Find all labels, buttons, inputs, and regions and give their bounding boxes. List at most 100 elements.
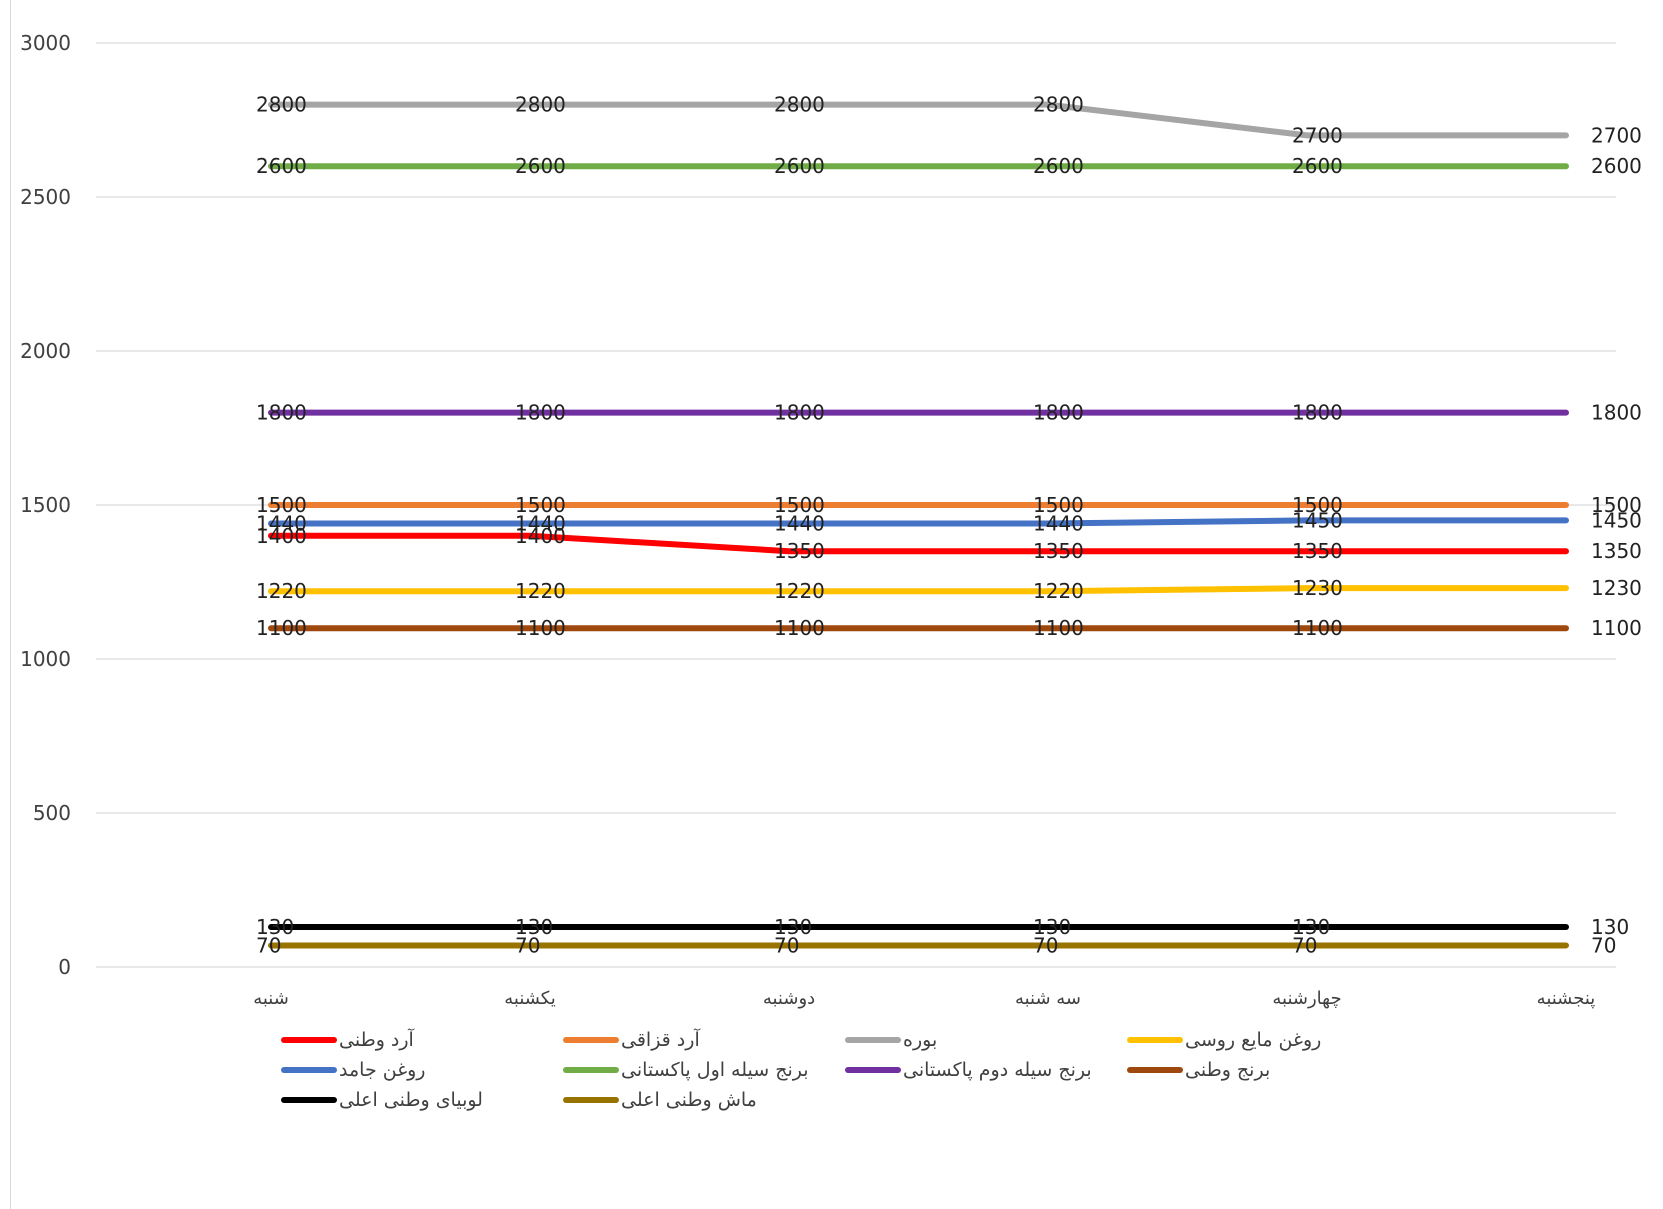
series-line-2 [268,101,1569,139]
data-label: 1100 [1292,616,1343,640]
data-label: 1500 [515,493,566,517]
y-tick-label: 3000 [20,31,71,55]
data-label: 2600 [774,154,825,178]
data-label: 130 [515,915,553,939]
legend-label: ماش وطنی اعلی [621,1089,757,1111]
data-label: 1800 [774,401,825,425]
data-label: 1440 [774,511,825,535]
data-label: 130 [1591,915,1629,939]
data-label: 70 [1292,933,1317,957]
data-label: 1350 [1033,539,1084,563]
data-label: 2800 [774,93,825,117]
data-label: 1350 [1591,539,1642,563]
y-tick-label: 1500 [20,493,71,517]
data-label: 130 [1292,915,1330,939]
x-tick-label: شنبه [253,988,289,1009]
data-label: 1100 [256,616,307,640]
legend-label: برنج سیله اول پاکستانی [621,1059,809,1081]
legend-item: ماش وطنی اعلی [563,1088,845,1112]
y-tick-label: 1000 [20,647,71,671]
data-label: 1450 [1292,508,1343,532]
legend-swatch [563,1067,619,1073]
data-label: 1100 [515,616,566,640]
data-label: 70 [256,933,281,957]
series-line-4 [268,517,1569,527]
data-label: 1800 [515,401,566,425]
legend-swatch [281,1097,337,1103]
data-label: 2800 [1033,93,1084,117]
data-label: 1100 [774,616,825,640]
data-label: 1800 [1591,401,1642,425]
data-label: 1100 [1591,616,1642,640]
data-label: 1440 [1033,511,1084,535]
data-label: 1500 [1292,493,1343,517]
x-tick-label: پنجشنبه [1537,988,1596,1009]
data-labels: 1400 1400 1350 1350 1350 1350 1500 1500 1500 1500… [256,93,1642,958]
y-tick-label: 500 [33,801,71,825]
data-label: 1500 [774,493,825,517]
data-label: 2700 [1591,123,1642,147]
data-label: 1350 [774,539,825,563]
data-label: 1440 [256,511,307,535]
legend-swatch [563,1037,619,1043]
data-label: 1800 [1292,401,1343,425]
data-label: 1100 [1033,616,1084,640]
legend-label: لوبیای وطنی اعلی [339,1089,483,1111]
data-label: 70 [515,933,540,957]
legend-swatch [281,1037,337,1043]
data-label: 1230 [1591,576,1642,600]
legend-item: روغن مایع روسی [1127,1028,1409,1052]
legend-swatch [845,1067,901,1073]
x-axis-ticks: شنبه یکشنبه دوشنبه سه شنبه چهارشنبه پنجشنبه [253,988,1595,1009]
chart-frame: 0 500 1000 1500 2000 2500 3000 شنبه یکشنبه دوشنب… [10,0,1660,1209]
legend-swatch [563,1097,619,1103]
data-label: 1400 [515,524,566,548]
data-label: 1350 [1292,539,1343,563]
data-label: 2600 [256,154,307,178]
y-tick-label: 2000 [20,339,71,363]
data-label: 2800 [256,93,307,117]
legend-swatch [1127,1067,1183,1073]
legend-label: روغن مایع روسی [1185,1029,1322,1051]
data-label: 1220 [515,579,566,603]
legend-label: بوره [903,1029,938,1051]
legend-item: بوره [845,1028,1127,1052]
legend-label: روغن جامد [339,1059,426,1081]
data-label: 70 [1033,933,1058,957]
data-label: 1230 [1292,576,1343,600]
legend-item: لوبیای وطنی اعلی [281,1088,563,1112]
legend-item: برنج سیله اول پاکستانی [563,1058,845,1082]
data-label: 1800 [1033,401,1084,425]
data-label: 2600 [1033,154,1084,178]
legend-swatch [1127,1037,1183,1043]
data-label: 70 [1591,933,1616,957]
line-chart: 0 500 1000 1500 2000 2500 3000 شنبه یکشنبه دوشنب… [20,31,1642,1009]
y-axis-ticks: 0 500 1000 1500 2000 2500 3000 [20,31,71,979]
data-label: 1220 [774,579,825,603]
legend-swatch [281,1067,337,1073]
legend-label: آرد وطنی [339,1029,414,1051]
legend-item: آرد وطنی [281,1028,563,1052]
legend-label: آرد قزاقی [621,1029,700,1051]
data-label: 1440 [515,511,566,535]
data-label: 130 [1033,915,1071,939]
data-label: 1800 [256,401,307,425]
x-tick-label: یکشنبه [504,988,556,1009]
data-label: 130 [774,915,812,939]
legend-swatch [845,1037,901,1043]
x-tick-label: دوشنبه [763,988,815,1009]
data-label: 130 [256,915,294,939]
legend-item: برنج سیله دوم پاکستانی [845,1058,1127,1082]
data-label: 1500 [1591,493,1642,517]
legend-item: روغن جامد [281,1058,563,1082]
x-tick-label: چهارشنبه [1272,988,1341,1009]
legend-item: آرد قزاقی [563,1028,845,1052]
series-line-3 [268,585,1569,595]
y-tick-label: 0 [58,955,71,979]
legend-label: برنج وطنی [1185,1059,1271,1081]
data-label: 1450 [1591,508,1642,532]
data-label: 2600 [1292,154,1343,178]
series-lines [268,101,1569,949]
data-label: 2800 [515,93,566,117]
x-tick-label: سه شنبه [1015,988,1081,1009]
